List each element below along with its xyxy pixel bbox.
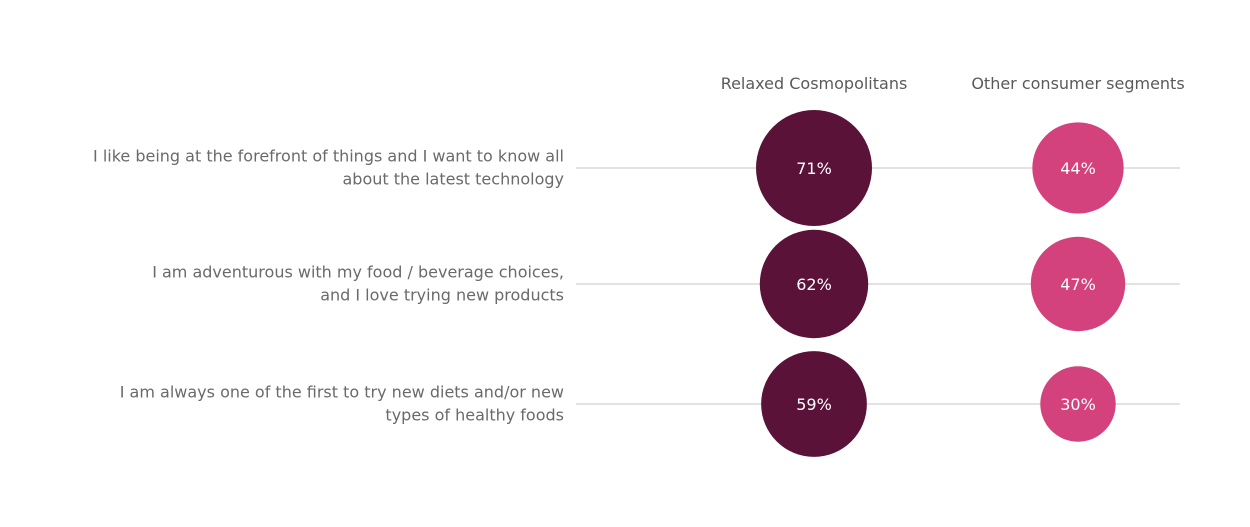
column-headers: Relaxed Cosmopolitans Other consumer segm…: [721, 74, 1185, 93]
bubble-other-segments: [1040, 366, 1116, 442]
bubble-value-label: 71%: [796, 159, 832, 178]
bubble-value-label: 62%: [796, 275, 832, 294]
category-label: I am adventurous with my food / beverage…: [152, 263, 564, 305]
chart-rows: I like being at the forefront of things …: [93, 110, 1180, 457]
bubble-other-segments: [1030, 236, 1126, 332]
chart-row-1: I like being at the forefront of things …: [93, 110, 1180, 226]
bubble-relaxed-cosmopolitans: [756, 110, 872, 226]
bubble-relaxed-cosmopolitans: [761, 351, 867, 457]
category-label: I like being at the forefront of things …: [93, 147, 564, 189]
chart-row-2: I am adventurous with my food / beverage…: [152, 229, 1180, 339]
column-header-other-consumer-segments: Other consumer segments: [971, 74, 1184, 93]
bubble-value-label: 30%: [1060, 395, 1096, 414]
bubble-value-label: 59%: [796, 395, 832, 414]
column-header-relaxed-cosmopolitans: Relaxed Cosmopolitans: [721, 74, 908, 93]
category-label: I am always one of the first to try new …: [120, 383, 564, 425]
bubble-relaxed-cosmopolitans: [759, 229, 869, 339]
bubble-value-label: 44%: [1060, 159, 1096, 178]
bubble-other-segments: [1032, 122, 1124, 214]
bubble-value-label: 47%: [1060, 275, 1096, 294]
chart-row-3: I am always one of the first to try new …: [120, 351, 1180, 457]
